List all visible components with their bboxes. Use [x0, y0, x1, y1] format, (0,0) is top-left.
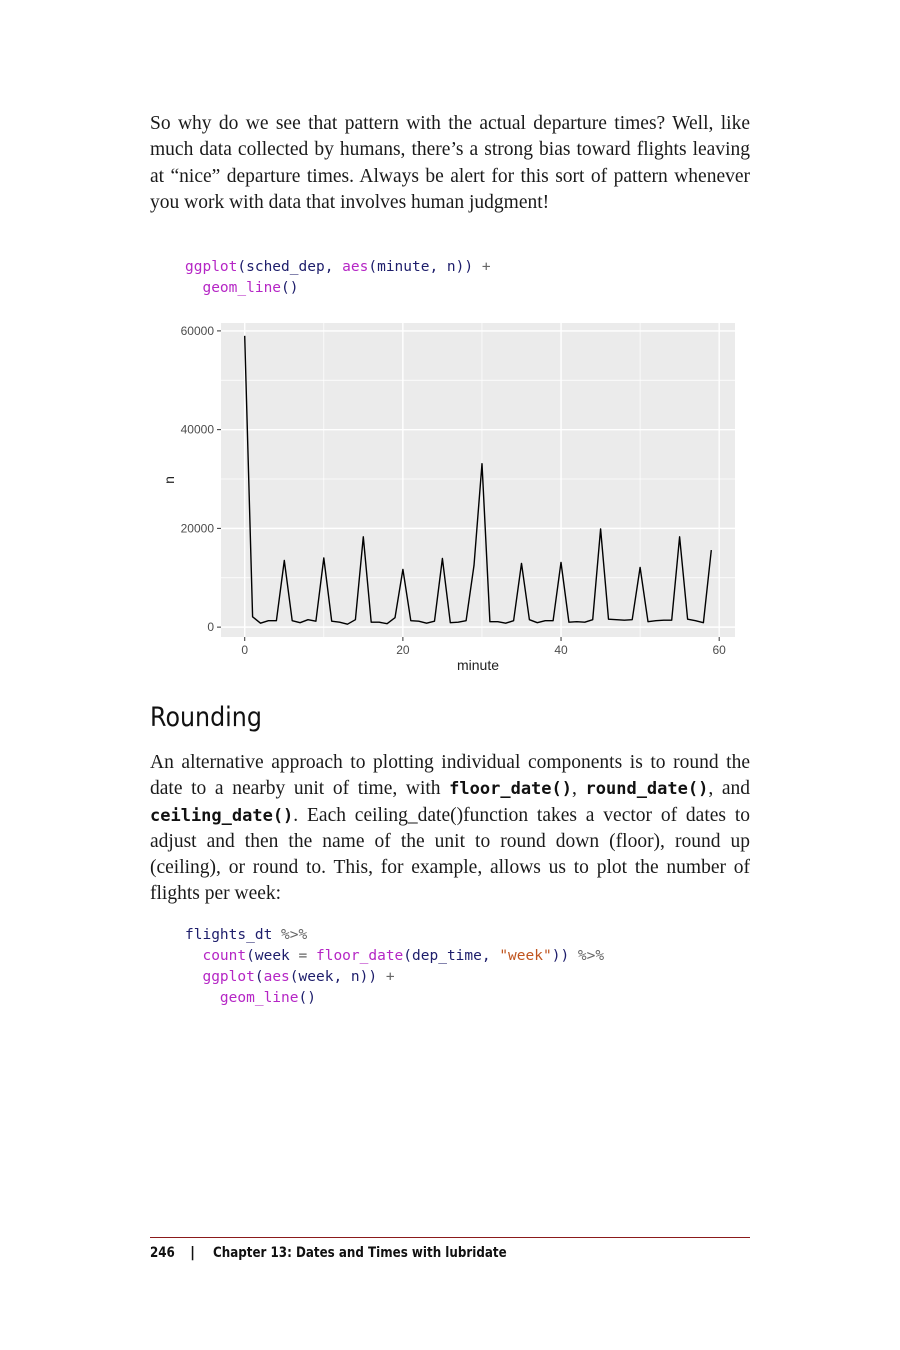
code-token: aes — [263, 969, 290, 985]
footer-rule — [150, 1237, 750, 1238]
y-tick-label: 60000 — [181, 324, 215, 338]
text-run: . Each ceiling_date()function takes a ve… — [150, 804, 750, 905]
code-token: ggplot — [185, 259, 238, 275]
code-token: geom_line — [219, 990, 299, 1006]
paragraph-rounding: An alternative approach to plotting indi… — [150, 750, 750, 908]
code-token: )) — [551, 948, 578, 964]
footer-separator: | — [190, 1245, 196, 1261]
x-tick-label: 60 — [713, 643, 727, 657]
text-run: , and — [708, 778, 751, 800]
y-axis-label: n — [161, 476, 177, 484]
code-token: (minute, n)) — [368, 259, 482, 275]
code-token: ggplot — [202, 969, 255, 985]
code-token: (sched_dep, — [237, 259, 343, 275]
plot-panel — [221, 323, 735, 637]
text-run: An alternative approach to plotting indi… — [150, 752, 750, 800]
x-axis-label: minute — [457, 657, 499, 673]
code-token: () — [298, 990, 316, 1006]
code-token: floor_date — [315, 948, 404, 964]
code-token: = — [298, 948, 308, 964]
paragraph-intro: So why do we see that pattern with the a… — [150, 113, 750, 213]
page-footer: 246 | Chapter 13: Dates and Times with l… — [150, 1245, 507, 1261]
code-token: geom_line — [202, 280, 282, 296]
code-token: aes — [342, 259, 369, 275]
code-token: "week" — [499, 948, 552, 964]
section-heading: Rounding — [150, 702, 262, 733]
y-tick-label: 20000 — [181, 521, 215, 535]
line-chart: 0 20 40 60 0 20000 40000 60000 minute n — [161, 323, 735, 673]
code-token: + — [481, 259, 491, 275]
grid-lines — [221, 323, 735, 637]
page-number: 246 — [150, 1245, 175, 1261]
x-tick-label: 40 — [554, 643, 568, 657]
code-token: count — [202, 948, 247, 964]
x-tick-label: 0 — [241, 643, 248, 657]
y-tick-label: 40000 — [181, 423, 215, 437]
code-token: (dep_time, — [403, 948, 500, 964]
series-line — [244, 335, 712, 625]
inline-code: round_date() — [585, 779, 709, 800]
x-tick-label: 20 — [396, 643, 410, 657]
code-token: %>% — [281, 927, 308, 943]
code-token: flights_dt — [185, 927, 282, 943]
code-token: () — [281, 280, 299, 296]
code-token: ( — [254, 969, 264, 985]
y-tick-label: 0 — [207, 620, 214, 634]
axes: 0 20 40 60 0 20000 40000 60000 — [181, 324, 727, 657]
code-token: + — [385, 969, 395, 985]
inline-code: ceiling_date() — [150, 805, 294, 826]
text-run: , — [572, 778, 586, 800]
code-block-ggplot-minute: ggplot(sched_dep, aes(minute, n)) + geom… — [185, 257, 491, 299]
code-token: (week, n)) — [289, 969, 386, 985]
inline-code: floor_date() — [449, 779, 572, 800]
code-token: (week — [246, 948, 299, 964]
chapter-title: Chapter 13: Dates and Times with lubrida… — [213, 1245, 507, 1261]
code-block-flights-week: flights_dt %>% count(week = floor_date(d… — [185, 925, 604, 1009]
code-token: %>% — [577, 948, 605, 964]
